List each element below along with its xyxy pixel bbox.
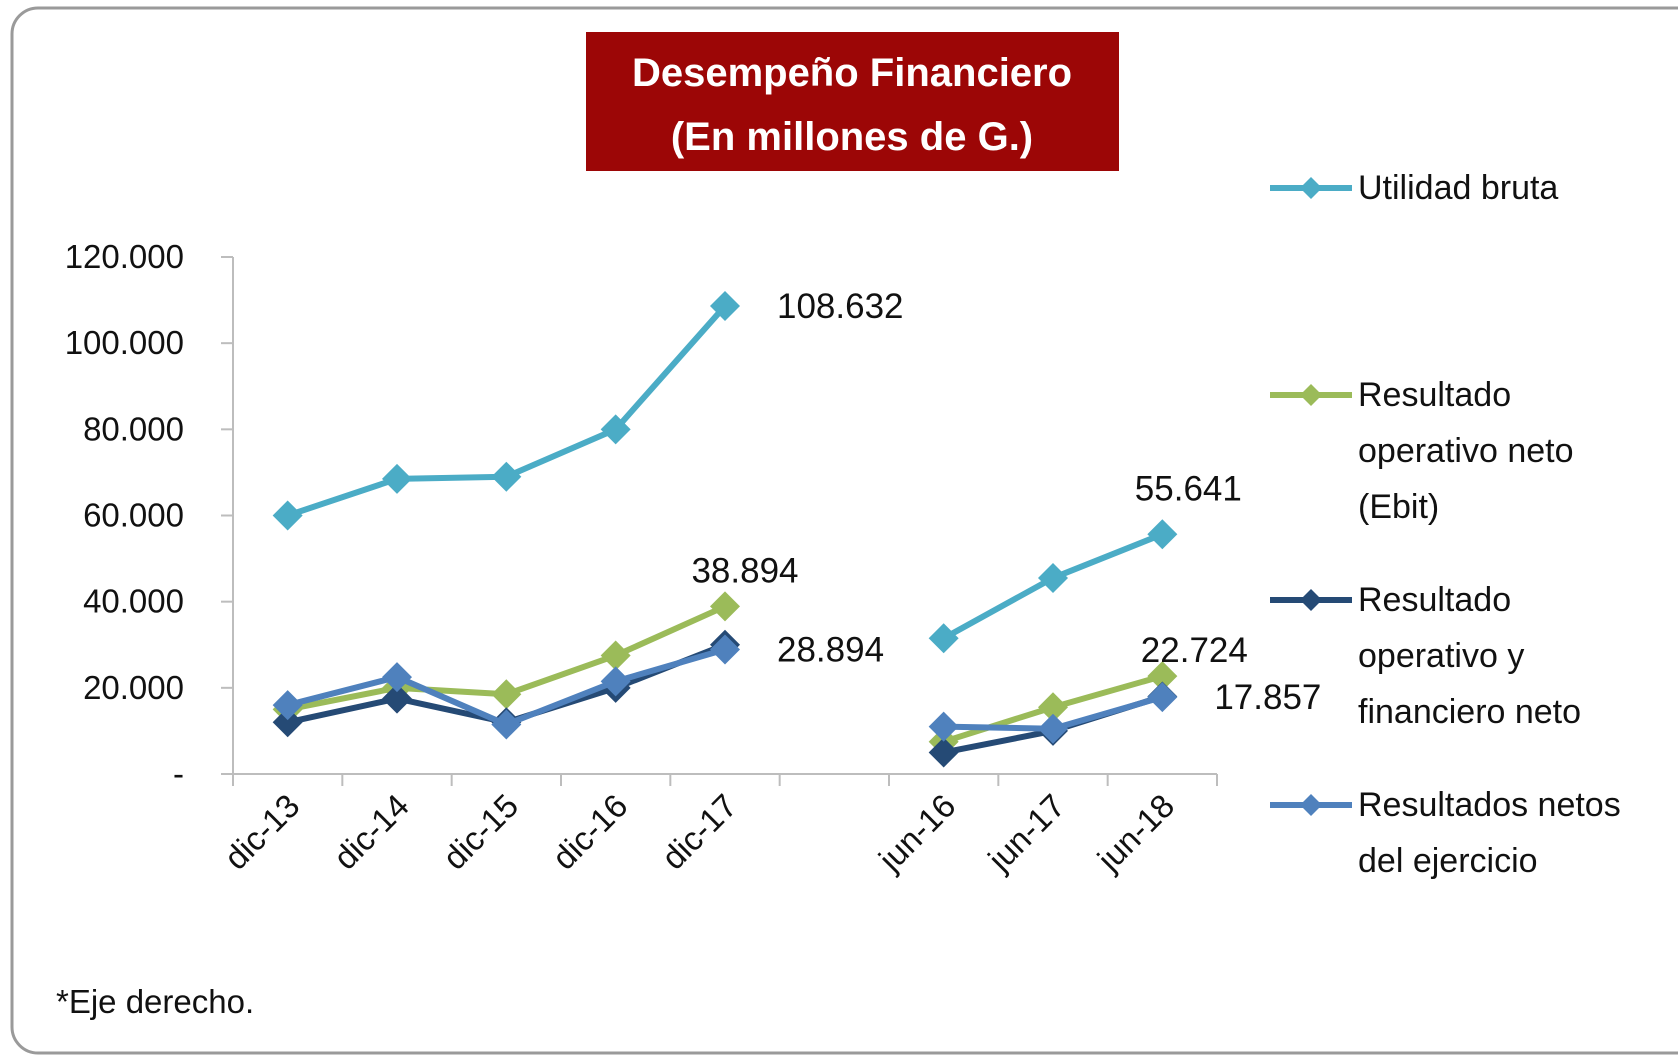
marker (272, 500, 303, 531)
series-line (287, 603, 1164, 745)
marker (928, 737, 959, 768)
y-tick-label: 60.000 (83, 497, 184, 534)
legend-swatch (1270, 177, 1352, 199)
marker (491, 709, 522, 740)
marker (928, 711, 959, 742)
legend-label: Resultado operativo y financiero neto (1358, 581, 1582, 731)
data-label: 38.894 (691, 551, 798, 590)
marker (710, 290, 740, 321)
y-tick-label: - (173, 755, 184, 792)
legend-marker (1300, 177, 1322, 199)
y-tick-label: 100.000 (65, 324, 184, 361)
x-tick-label: jun-17 (980, 787, 1072, 879)
marker (710, 591, 740, 622)
legend-label: Resultados netos del ejercicio (1358, 786, 1621, 880)
legend-marker (1300, 589, 1322, 611)
x-tick-label: jun-18 (1090, 787, 1182, 879)
chart-subtitle: (En millones de G.) (671, 115, 1033, 159)
data-label: 17.857 (1214, 678, 1321, 717)
x-tick-label: jun-16 (871, 787, 963, 879)
marker (600, 640, 631, 671)
x-tick-label: dic-16 (545, 787, 635, 877)
marker (1038, 692, 1068, 723)
marker (600, 414, 631, 445)
marker (1147, 661, 1178, 692)
y-tick-label: 120.000 (65, 238, 184, 275)
x-tick-label: dic-14 (326, 787, 416, 877)
marker (272, 690, 303, 721)
marker (272, 707, 303, 738)
title-box (586, 32, 1119, 171)
data-label: 22.724 (1141, 631, 1248, 670)
y-tick-label: 40.000 (83, 583, 184, 620)
data-label: 55.641 (1135, 469, 1242, 508)
y-tick-label: 80.000 (83, 410, 184, 447)
legend-marker (1300, 384, 1322, 406)
marker (491, 679, 522, 710)
marker (1147, 682, 1178, 713)
chart-title: Desempeño Financiero (632, 51, 1072, 95)
marker (1147, 519, 1178, 550)
x-tick-label: dic-13 (217, 787, 307, 877)
y-tick-label: 20.000 (83, 669, 184, 706)
card-border (10, 6, 1678, 1055)
marker (491, 461, 522, 492)
marker (1038, 713, 1068, 744)
marker (382, 463, 412, 494)
legend-marker (1300, 794, 1322, 816)
marker (600, 666, 631, 697)
marker (1038, 562, 1068, 593)
legend-swatch (1270, 794, 1352, 816)
legend-label: Resultado operativo neto (Ebit) (1358, 376, 1574, 526)
marker (382, 662, 412, 693)
data-label: 28.894 (777, 631, 884, 670)
footnote: *Eje derecho. (56, 983, 254, 1020)
marker (928, 623, 959, 654)
x-tick-label: dic-15 (436, 787, 526, 877)
x-tick-label: dic-17 (654, 787, 744, 877)
marker (382, 683, 412, 714)
data-label: 108.632 (777, 287, 904, 326)
legend-label: Utilidad bruta (1358, 169, 1559, 207)
marker (710, 634, 740, 665)
legend-swatch (1270, 384, 1352, 406)
legend-swatch (1270, 589, 1352, 611)
